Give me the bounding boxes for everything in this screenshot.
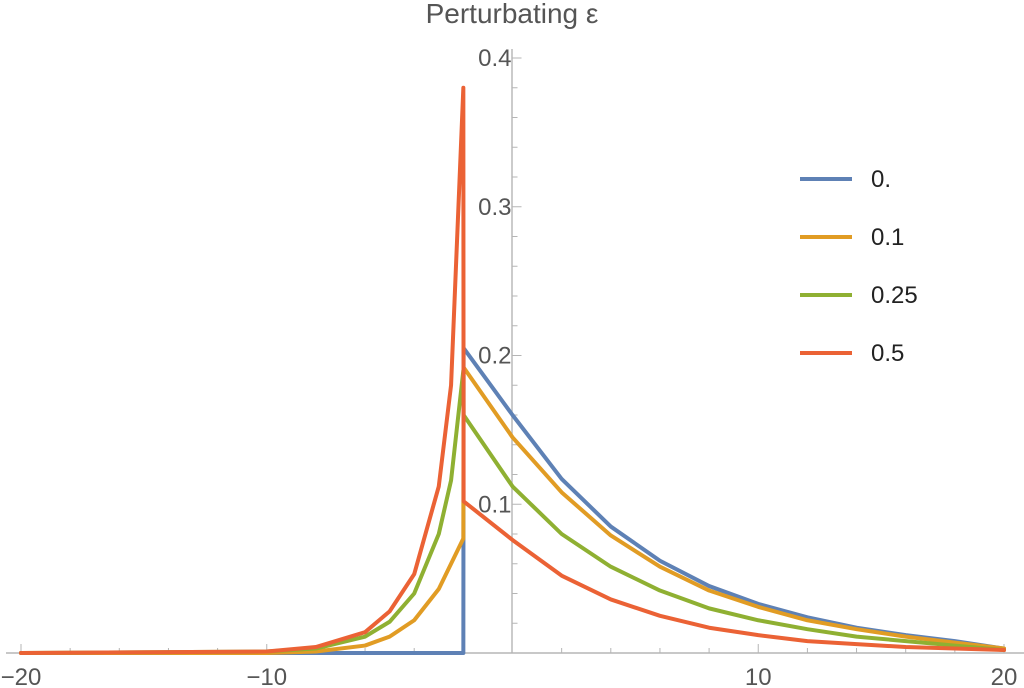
y-tick-label: 0.2 bbox=[478, 343, 511, 370]
y-tick-label: 0.4 bbox=[478, 45, 511, 72]
series-line-3 bbox=[19, 368, 1006, 655]
legend-label: 0.25 bbox=[871, 282, 918, 309]
chart-title: Perturbating ε bbox=[426, 0, 599, 29]
legend: 0. 0.1 0.25 0.5 bbox=[800, 166, 918, 367]
tick-labels: −20 −10 10 20 0.1 0.2 0.3 0.4 bbox=[1, 45, 1018, 688]
legend-label: 0. bbox=[871, 166, 891, 193]
y-tick-label: 0.1 bbox=[478, 491, 511, 518]
x-tick-label: 20 bbox=[991, 664, 1018, 688]
series-line-2 bbox=[19, 365, 1006, 655]
y-tick-label: 0.3 bbox=[478, 194, 511, 221]
legend-label: 0.5 bbox=[871, 340, 904, 367]
x-tick-label: 10 bbox=[745, 664, 772, 688]
x-tick-label: −20 bbox=[1, 664, 42, 688]
series-layer bbox=[19, 85, 1006, 655]
legend-label: 0.1 bbox=[871, 224, 904, 251]
x-tick-label: −10 bbox=[246, 664, 287, 688]
series-line-4 bbox=[19, 85, 1006, 655]
